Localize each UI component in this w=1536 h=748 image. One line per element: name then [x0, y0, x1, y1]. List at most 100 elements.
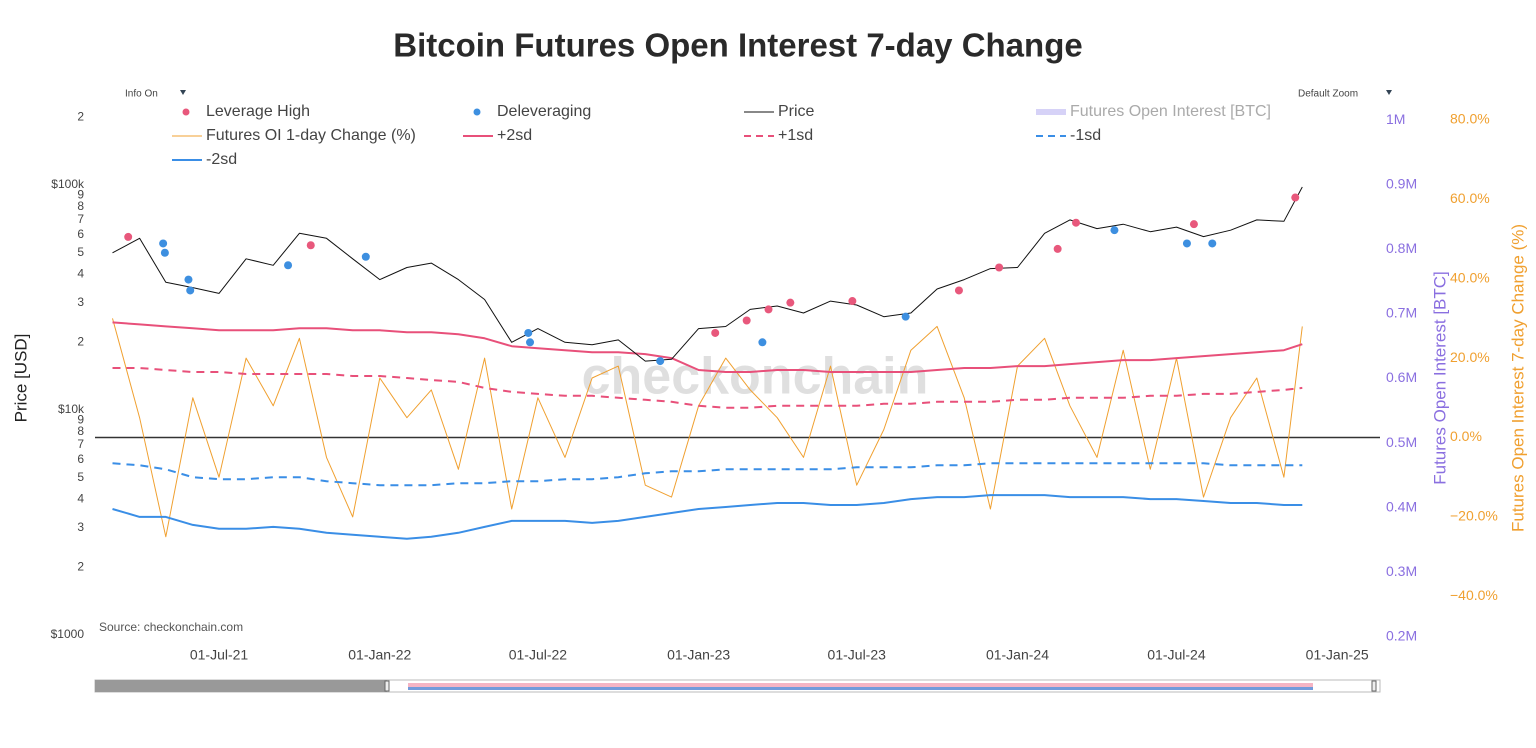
slider-mask [95, 680, 387, 692]
legend-label: -2sd [206, 151, 237, 168]
marker [284, 261, 293, 270]
series-line [112, 318, 1303, 538]
y3-axis-title: Futures Open Interest 7-day Change (%) [1508, 224, 1527, 532]
slider-preview [408, 687, 1313, 690]
marker [526, 338, 535, 347]
series-line [112, 367, 1303, 409]
y2-tick-label: 0.7M [1386, 305, 1417, 321]
marker [1182, 239, 1191, 248]
marker [1110, 226, 1119, 235]
y-tick-label: 7 [77, 212, 84, 226]
marker [186, 286, 195, 295]
y-tick-label: 8 [77, 424, 84, 438]
legend-item[interactable]: -1sd [1036, 127, 1101, 144]
legend-symbol [473, 108, 481, 116]
y2-tick-label: 0.2M [1386, 627, 1417, 643]
series-line [112, 494, 1303, 540]
zoom-select[interactable]: Default Zoom [1298, 89, 1358, 100]
marker [1189, 220, 1198, 229]
marker [159, 239, 168, 248]
marker [786, 298, 795, 307]
legend-item[interactable]: Deleveraging [473, 103, 592, 120]
marker [742, 316, 751, 325]
marker [656, 357, 665, 366]
y-tick-label: 4 [77, 492, 84, 506]
legend-label: Price [778, 103, 815, 120]
y-tick-label: 3 [77, 520, 84, 534]
x-tick-label: 01-Jan-23 [667, 647, 730, 663]
legend-label: -1sd [1070, 127, 1101, 144]
info-toggle[interactable]: Info On [125, 89, 158, 100]
marker [995, 263, 1004, 272]
marker [1053, 244, 1062, 253]
x-tick-label: 01-Jan-25 [1306, 647, 1369, 663]
slider-preview [408, 683, 1313, 690]
y2-tick-label: 0.6M [1386, 369, 1417, 385]
y-tick-label: 8 [77, 199, 84, 213]
y-tick-label: 2 [77, 334, 84, 348]
y-tick-label: 5 [77, 245, 84, 259]
legend-item[interactable]: Futures OI 1-day Change (%) [172, 127, 416, 144]
marker [848, 297, 857, 306]
y3-tick-label: 40.0% [1450, 269, 1490, 285]
legend-label: Deleveraging [497, 103, 591, 120]
x-tick-label: 01-Jul-21 [190, 647, 249, 663]
series-line [112, 462, 1303, 487]
marker [1208, 239, 1217, 248]
slider-handle[interactable] [1371, 680, 1377, 692]
marker [1072, 218, 1081, 227]
legend-item[interactable]: +1sd [744, 127, 813, 144]
series-line [112, 186, 1303, 362]
range-slider[interactable] [94, 679, 1381, 693]
y-tick-label: 7 [77, 437, 84, 451]
marker [306, 241, 315, 250]
x-tick-label: 01-Jan-22 [348, 647, 411, 663]
marker [901, 312, 910, 321]
y-tick-label: 2 [77, 109, 84, 123]
plot-area [112, 186, 1303, 540]
y-tick-label: 9 [77, 188, 84, 202]
legend-item[interactable]: -2sd [172, 151, 237, 168]
y-tick-label: 5 [77, 470, 84, 484]
x-tick-label: 01-Jul-22 [509, 647, 568, 663]
marker [524, 328, 533, 337]
marker [184, 275, 193, 284]
legend-item[interactable]: Price [744, 103, 815, 120]
watermark: checkonchain [582, 348, 929, 406]
y2-axis-title: Futures Open Interest [BTC] [1430, 271, 1449, 485]
marker [764, 305, 773, 314]
legend-item[interactable]: Leverage High [182, 103, 311, 120]
legend-symbol [182, 108, 190, 116]
y3-tick-label: 80.0% [1450, 111, 1490, 127]
series-line [112, 321, 1303, 373]
y2-tick-label: 0.8M [1386, 240, 1417, 256]
chart-title: Bitcoin Futures Open Interest 7-day Chan… [393, 27, 1082, 64]
y2-tick-label: 0.9M [1386, 176, 1417, 192]
x-tick-label: 01-Jul-24 [1147, 647, 1206, 663]
marker [758, 338, 767, 347]
x-tick-label: 01-Jul-23 [828, 647, 887, 663]
legend-label: Leverage High [206, 103, 310, 120]
legend-item[interactable]: Futures Open Interest [BTC] [1036, 103, 1271, 120]
y2-tick-label: 0.3M [1386, 563, 1417, 579]
y2-tick-label: 0.5M [1386, 434, 1417, 450]
y2-tick-label: 1M [1386, 111, 1405, 127]
y3-tick-label: −20.0% [1450, 508, 1498, 524]
y-tick-label: $10k [58, 402, 85, 416]
x-tick-label: 01-Jan-24 [986, 647, 1049, 663]
y-tick-label: 2 [77, 559, 84, 573]
slider-handle[interactable] [384, 680, 390, 692]
dropdown-arrow [1386, 90, 1392, 95]
y3-tick-label: 0.0% [1450, 428, 1482, 444]
y-axis-title: Price [USD] [11, 334, 30, 423]
legend-item[interactable]: +2sd [463, 127, 532, 144]
marker [711, 328, 720, 337]
marker [954, 286, 963, 295]
marker [361, 252, 370, 261]
marker [124, 232, 133, 241]
marker [1291, 193, 1300, 202]
legend-label: Futures OI 1-day Change (%) [206, 127, 416, 144]
y-tick-label: 4 [77, 267, 84, 281]
y-tick-label: 9 [77, 412, 84, 426]
